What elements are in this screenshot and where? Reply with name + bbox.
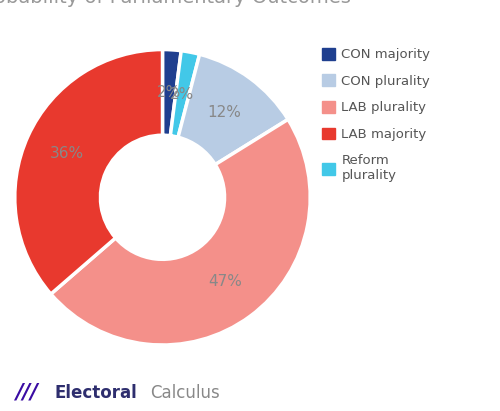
Wedge shape bbox=[178, 54, 288, 164]
Legend: CON majority, CON plurality, LAB plurality, LAB majority, Reform
plurality: CON majority, CON plurality, LAB plurali… bbox=[322, 48, 430, 182]
Wedge shape bbox=[51, 119, 310, 345]
Text: Calculus: Calculus bbox=[150, 383, 220, 402]
Text: 47%: 47% bbox=[208, 274, 242, 289]
Wedge shape bbox=[162, 50, 181, 136]
Title: Probability of Parliamentary Outcomes: Probability of Parliamentary Outcomes bbox=[0, 0, 350, 7]
Text: ///: /// bbox=[15, 383, 38, 402]
Text: 12%: 12% bbox=[208, 105, 242, 120]
Wedge shape bbox=[170, 51, 200, 137]
Circle shape bbox=[133, 168, 192, 227]
Wedge shape bbox=[15, 50, 163, 294]
Text: 2%: 2% bbox=[170, 87, 194, 102]
Text: 36%: 36% bbox=[50, 146, 84, 161]
Text: Electoral: Electoral bbox=[55, 383, 138, 402]
Text: 2%: 2% bbox=[157, 85, 182, 100]
